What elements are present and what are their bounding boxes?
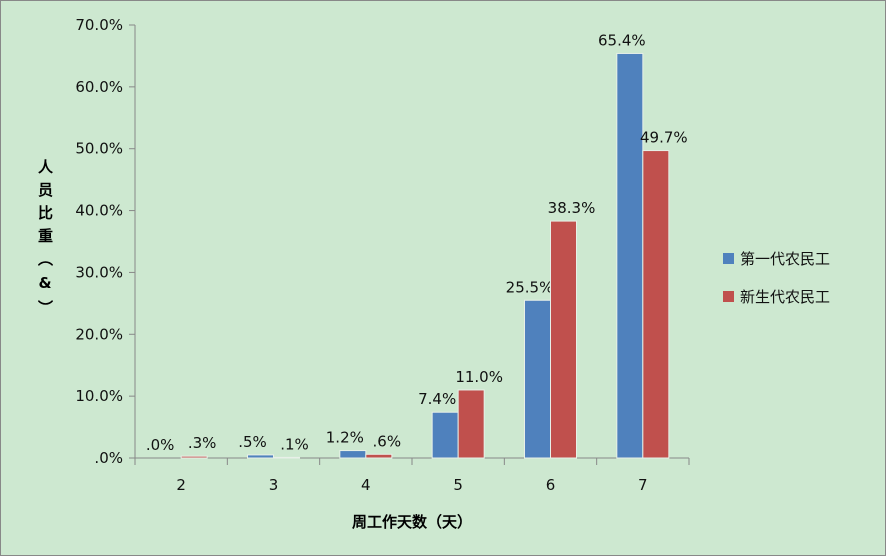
- data-label: 11.0%: [455, 368, 503, 386]
- x-tick-label: 6: [546, 476, 556, 494]
- bar: [642, 150, 670, 459]
- data-label: 49.7%: [640, 129, 688, 147]
- data-label: 1.2%: [326, 429, 364, 447]
- y-tick-label: 10.0%: [75, 387, 123, 405]
- data-label: .5%: [238, 433, 267, 451]
- bar: [550, 220, 577, 459]
- bar: [365, 453, 393, 459]
- x-tick-label: 3: [269, 476, 279, 494]
- legend-label: 新生代农民工: [740, 288, 830, 306]
- data-label: 38.3%: [548, 199, 596, 217]
- y-tick-label: 40.0%: [75, 202, 123, 220]
- data-label: .0%: [146, 436, 175, 454]
- y-tick-label: .0%: [94, 449, 123, 467]
- x-axis-title: 周工作天数（天）: [352, 513, 472, 531]
- data-label: 7.4%: [418, 390, 456, 408]
- y-tick-label: 60.0%: [75, 78, 123, 96]
- data-label: 65.4%: [598, 31, 646, 49]
- data-label: .1%: [280, 435, 309, 453]
- legend-swatch: [723, 253, 734, 264]
- bar: [431, 411, 459, 459]
- x-tick-label: 4: [361, 476, 371, 494]
- legend-swatch: [723, 291, 734, 302]
- data-label: .6%: [373, 432, 402, 450]
- y-tick-label: 30.0%: [75, 263, 123, 281]
- bar: [457, 389, 485, 459]
- legend-label: 第一代农民工: [740, 250, 830, 268]
- bar: [616, 52, 644, 459]
- y-tick-label: 70.0%: [75, 16, 123, 34]
- y-tick-label: 20.0%: [75, 325, 123, 343]
- bar: [339, 450, 367, 459]
- data-label: .3%: [188, 434, 217, 452]
- x-tick-label: 2: [176, 476, 186, 494]
- bar: [524, 299, 551, 459]
- bar: [273, 456, 300, 459]
- bar: [180, 455, 208, 459]
- data-label: 25.5%: [506, 278, 554, 296]
- y-axis-title: 人员比重（&）: [36, 159, 54, 323]
- x-tick-label: 7: [638, 476, 648, 494]
- bar: [247, 454, 274, 459]
- y-tick-label: 50.0%: [75, 140, 123, 158]
- x-tick-label: 5: [453, 476, 463, 494]
